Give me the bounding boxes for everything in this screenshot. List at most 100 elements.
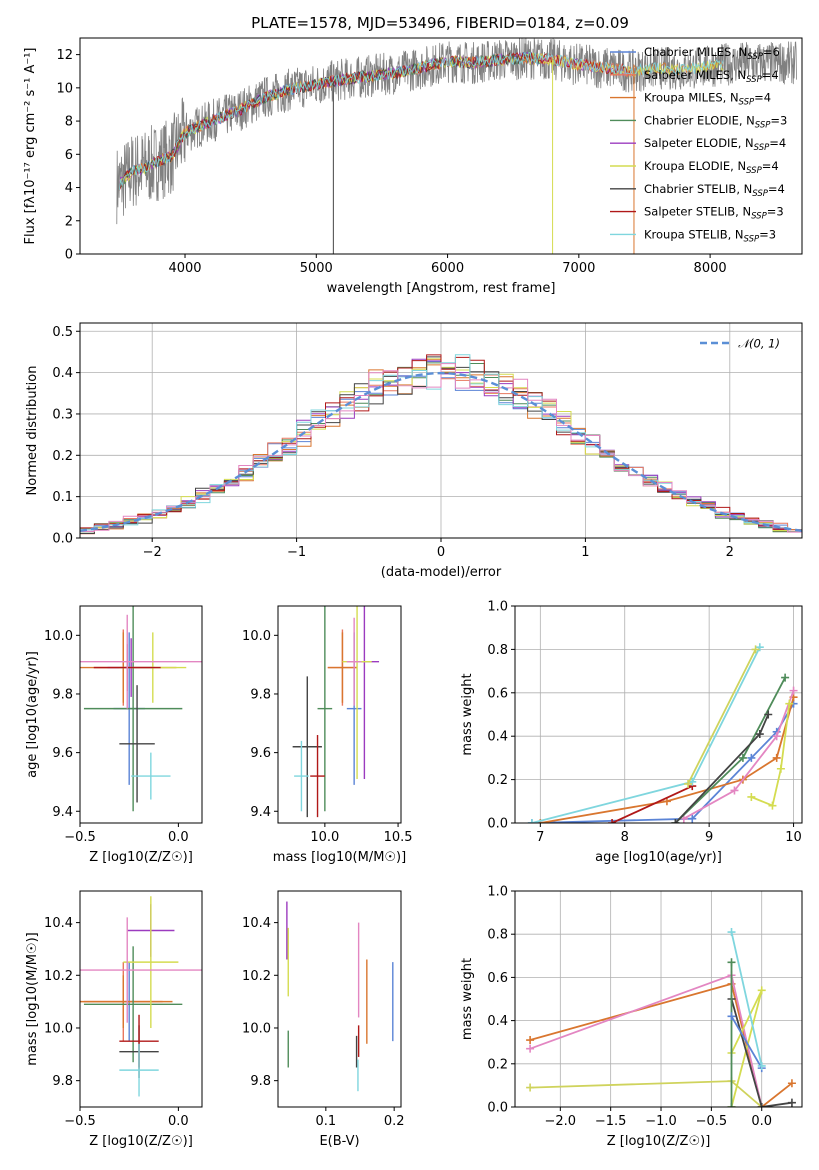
y-tick-label: 0.4 <box>52 366 73 381</box>
x-axis-label: wavelength [Angstrom, rest frame] <box>327 281 556 296</box>
weight-line-kroupa-elodie <box>751 703 791 807</box>
plot-frame <box>277 605 402 824</box>
weight-marker <box>747 753 756 762</box>
age-vs-mass-panel: 10.0 10.5 9.4 9.6 9.8 10.0 mass [log10(M/M☉)] <box>242 605 413 865</box>
weight-marker <box>526 1044 535 1053</box>
weight-marker <box>526 1083 535 1092</box>
x-tick-label: −1.5 <box>595 1114 627 1129</box>
y-tick-label: 0.3 <box>52 407 73 422</box>
legend-entry: Salpeter STELIB, NSSP=3 <box>644 205 784 222</box>
weight-marker <box>781 673 790 682</box>
x-axis-label: age [log10(age/yr)] <box>595 850 722 865</box>
x-tick-label: −2 <box>143 545 162 560</box>
y-tick-label: 10.4 <box>44 916 73 931</box>
y-tick-label: 0.0 <box>487 817 508 832</box>
x-tick-label: 9 <box>705 830 713 845</box>
plot-frame <box>79 37 803 255</box>
y-tick-label: 10.0 <box>242 1021 271 1036</box>
weight-marker <box>787 1098 796 1107</box>
y-tick-label: 0.6 <box>487 971 508 986</box>
y-tick-label: 0.2 <box>487 773 508 788</box>
x-tick-label: 10.0 <box>310 830 339 845</box>
histogram-pink <box>80 363 802 535</box>
x-tick-label: −1.0 <box>645 1114 677 1129</box>
x-axis-label: Z [log10(Z/Z☉)] <box>89 1134 193 1149</box>
weight-marker <box>526 1036 535 1045</box>
y-tick-label: 8 <box>65 115 73 130</box>
legend-entry: Kroupa MILES, NSSP=4 <box>644 91 771 108</box>
weight-line-olive <box>687 648 757 785</box>
x-tick-label: −0.5 <box>64 1114 96 1129</box>
weight-marker <box>527 819 536 823</box>
x-axis-label: (data-model)/error <box>381 565 502 580</box>
weight-marker <box>608 819 617 823</box>
y-tick-label: 10 <box>56 81 73 96</box>
x-tick-label: 7 <box>536 830 544 845</box>
legend-entry: 𝒩(0, 1) <box>738 337 780 351</box>
weight-marker <box>727 1103 736 1107</box>
x-tick-label: −0.5 <box>696 1114 728 1129</box>
x-tick-label: 0.0 <box>751 1114 772 1129</box>
x-axis-label: Z [log10(Z/Z☉)] <box>607 1134 711 1149</box>
legend-entry: Chabrier ELODIE, NSSP=3 <box>644 113 787 130</box>
legend-entry: Salpeter MILES, NSSP=4 <box>644 68 779 85</box>
legend-entry: Chabrier STELIB, NSSP=4 <box>644 182 785 199</box>
mass-vs-EBV-panel: 0.1 0.2 9.8 10.0 10.2 10.4 E(B-V) <box>242 890 405 1149</box>
y-axis-label: mass [log10(M/M☉)] <box>25 932 40 1065</box>
plot-area <box>80 606 202 812</box>
y-axis-label: mass weight <box>460 673 475 755</box>
weight-marker <box>772 753 781 762</box>
x-tick-label: 8000 <box>694 261 727 276</box>
y-tick-label: 0.8 <box>487 928 508 943</box>
y-tick-label: 1.0 <box>487 885 508 900</box>
weight-marker <box>755 643 764 652</box>
plot-area <box>116 38 797 254</box>
y-tick-label: 9.4 <box>52 805 73 820</box>
y-tick-label: 0.0 <box>487 1101 508 1116</box>
weight-line-pink <box>683 690 795 820</box>
weight-marker <box>684 779 693 788</box>
legend-entry: Kroupa ELODIE, NSSP=4 <box>644 159 779 176</box>
y-axis-label: mass weight <box>460 958 475 1040</box>
y-tick-label: 9.8 <box>52 1074 73 1089</box>
weight-marker <box>776 764 785 773</box>
weight-marker <box>757 1061 766 1070</box>
y-tick-label: 6 <box>65 148 73 163</box>
weight-marker <box>688 814 697 823</box>
y-tick-label: 10.2 <box>44 969 73 984</box>
y-tick-label: 0.8 <box>487 643 508 658</box>
plot-frame <box>514 605 803 824</box>
plot-area <box>526 928 796 1107</box>
normal-curve <box>80 371 802 532</box>
y-tick-label: 0.2 <box>487 1057 508 1072</box>
x-tick-label: 0.2 <box>384 1114 405 1129</box>
spectrum-title: PLATE=1578, MJD=53496, FIBERID=0184, z=0… <box>251 14 629 32</box>
weight-marker <box>751 645 760 654</box>
x-tick-label: 0 <box>437 545 445 560</box>
y-tick-label: 0.1 <box>52 490 73 505</box>
spectrum-panel: 4000 5000 6000 7000 8000 0 2 4 6 8 10 12 wavelength … <box>23 37 803 296</box>
x-tick-label: −2.0 <box>545 1114 577 1129</box>
y-tick-label: 9.6 <box>52 746 73 761</box>
x-tick-label: 2 <box>726 545 734 560</box>
age-vs-Z-panel: −0.5 0.0 9.4 9.6 9.8 10.0 Z [log10(Z/Z☉)] age [… <box>25 605 203 865</box>
y-tick-label: 0.4 <box>487 730 508 745</box>
weight-marker <box>787 1079 796 1088</box>
x-axis-label: mass [log10(M/M☉)] <box>273 850 406 865</box>
y-tick-label: 10.4 <box>242 916 271 931</box>
x-tick-label: 8 <box>621 830 629 845</box>
weight-marker <box>789 686 798 695</box>
x-tick-label: 6000 <box>431 261 464 276</box>
plot-area <box>286 901 394 1092</box>
y-tick-label: 9.4 <box>250 805 271 820</box>
weight-line-kroupa-stelib <box>531 646 761 823</box>
x-tick-label: 0.1 <box>315 1114 336 1129</box>
y-axis-label: Flux [fλ10⁻¹⁷ erg cm⁻² s⁻¹ A⁻¹] <box>23 48 38 245</box>
y-tick-label: 9.8 <box>250 687 271 702</box>
y-axis-label: Normed distribution <box>25 366 40 496</box>
y-tick-label: 9.6 <box>250 746 271 761</box>
weight-line-chabrier-miles <box>531 703 795 823</box>
y-tick-label: 0.2 <box>52 449 73 464</box>
x-tick-label: 10.5 <box>384 830 413 845</box>
legend-entry: Kroupa STELIB, NSSP=3 <box>644 227 776 244</box>
